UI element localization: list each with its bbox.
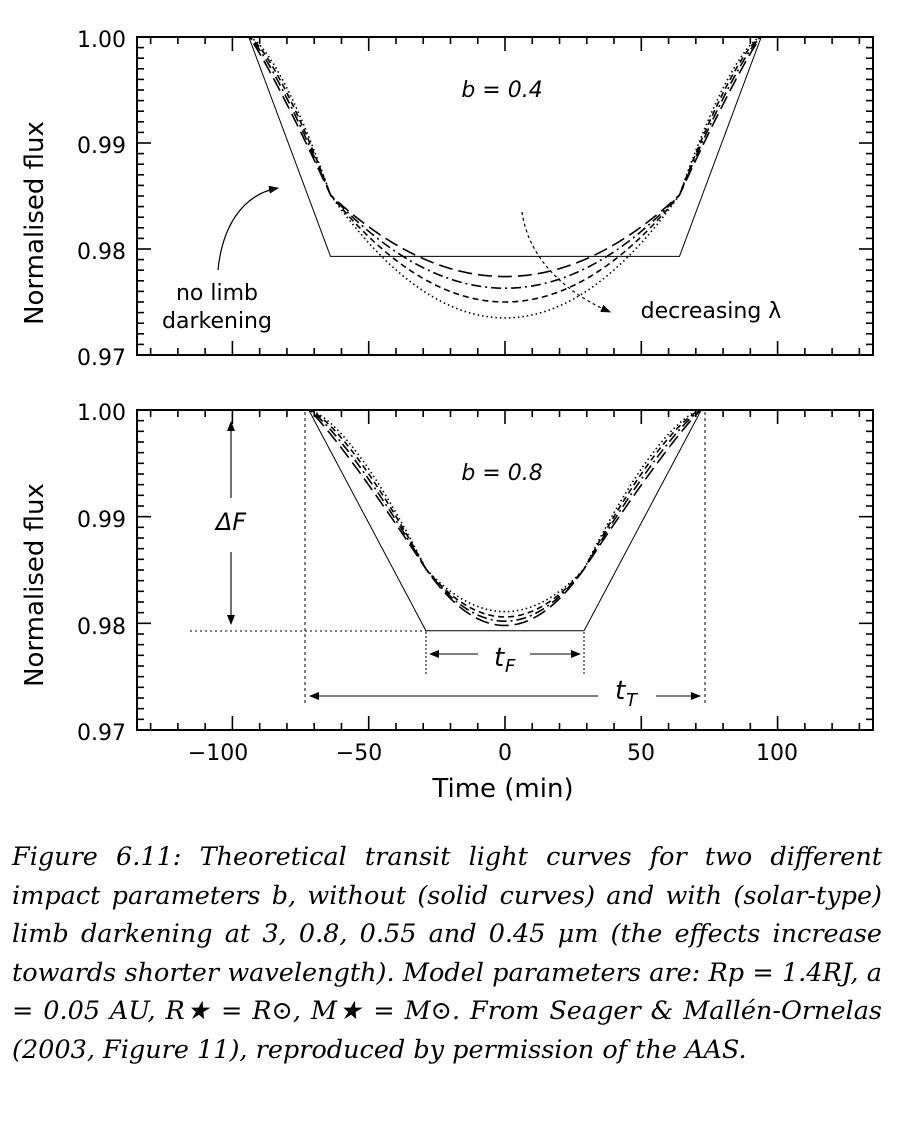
xtick-label-5: 100	[756, 741, 798, 766]
decreasing-lambda-arrow	[521, 211, 611, 313]
no-limb-darkening-label-2: darkening	[162, 309, 272, 334]
t-flat-label-subscript: F	[505, 656, 516, 677]
bottom-ytick-4: 0.97	[77, 721, 126, 746]
top-ticks	[137, 36, 873, 356]
xtick-label-1: −100	[188, 741, 248, 766]
transit-light-curve-figure: 1.00 0.99 0.98 0.97 Normalised flux b = …	[20, 28, 874, 804]
bottom-panel: 1.00 0.99 0.98 0.97 Normalised flux b = …	[20, 401, 874, 804]
bottom-series-dash-dot	[137, 409, 873, 623]
top-panel: 1.00 0.99 0.98 0.97 Normalised flux b = …	[20, 28, 874, 371]
no-limb-darkening-label-1: no limb	[176, 281, 258, 306]
xlabel: Time (min)	[431, 774, 573, 804]
bottom-plot-frame	[136, 409, 874, 731]
xtick-label-3: 0	[498, 741, 512, 766]
top-ytick-1: 1.00	[77, 28, 126, 53]
t-total-label-subscript: T	[626, 690, 639, 711]
bottom-series-short-dash	[137, 409, 873, 618]
top-series-long-dash	[137, 36, 873, 278]
top-series-short-dash	[137, 36, 873, 303]
top-series-solid	[137, 36, 873, 257]
no-limb-darkening-arrow	[217, 185, 279, 271]
caption-label: Figure 6.11:	[12, 842, 182, 872]
bottom-series-group	[137, 409, 873, 632]
bottom-ylabel: Normalised flux	[20, 483, 50, 687]
top-b-annotation: b = 0.4	[461, 78, 542, 103]
top-series-dash-dot	[137, 36, 873, 290]
bottom-ytick-1: 1.00	[77, 401, 126, 426]
t-flat-label: t	[494, 643, 505, 673]
figure-caption: Figure 6.11: Theoretical transit light c…	[12, 838, 882, 1069]
bottom-ytick-3: 0.98	[77, 615, 126, 640]
bottom-series-long-dash	[137, 409, 873, 627]
delta-f-label: ΔF	[214, 508, 247, 536]
top-series-group	[137, 36, 873, 319]
top-ytick-4: 0.97	[77, 346, 126, 371]
caption-text-3: From Seager & Mallén-Ornelas (2003, Figu…	[12, 996, 882, 1065]
top-ytick-2: 0.99	[77, 134, 126, 159]
bottom-ytick-2: 0.99	[77, 508, 126, 533]
top-ytick-3: 0.98	[77, 240, 126, 265]
xtick-label-4: 50	[627, 741, 655, 766]
t-total-label: t	[615, 676, 626, 706]
caption-b: b	[271, 880, 289, 911]
bottom-b-annotation: b = 0.8	[461, 461, 542, 486]
top-series-dotted	[137, 36, 873, 319]
xtick-label-2: −50	[336, 741, 382, 766]
caption-params: Rp = 1.4RJ, a = 0.05 AU, R★ = R⊙, M★ = M…	[12, 957, 882, 1027]
bottom-series-dotted	[137, 409, 873, 613]
bottom-series-solid	[137, 409, 873, 632]
decreasing-lambda-label: decreasing λ	[641, 299, 782, 324]
top-ylabel: Normalised flux	[20, 121, 50, 325]
bottom-ticks	[137, 409, 873, 731]
caption-text-1: Theoretical transit light curves for two…	[12, 842, 882, 911]
caption-text-2: , without (solid curves) and with (solar…	[12, 880, 882, 988]
